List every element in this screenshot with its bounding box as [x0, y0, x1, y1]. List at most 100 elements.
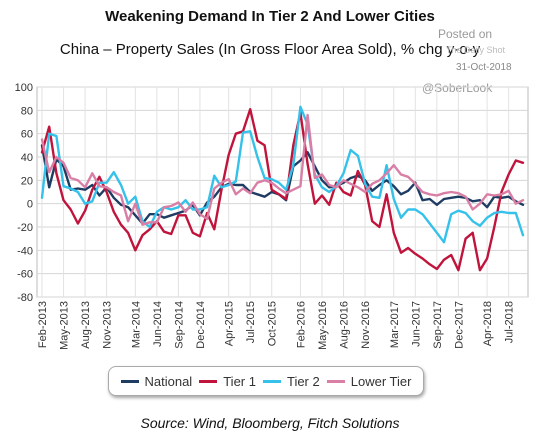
data-point-tier-1 [256, 140, 258, 142]
chart-title: Weakening Demand In Tier 2 And Lower Cit… [105, 8, 435, 25]
data-point-national [472, 200, 474, 202]
data-point-tier-1 [192, 232, 194, 234]
x-tick-label: Jul-2018 [504, 301, 516, 343]
data-point-lower-tier [393, 164, 395, 166]
data-point-lower-tier [465, 196, 467, 198]
data-point-tier-2 [350, 149, 352, 151]
data-point-tier-2 [177, 206, 179, 208]
data-point-tier-2 [120, 184, 122, 186]
data-point-national [213, 196, 215, 198]
data-point-lower-tier [70, 177, 72, 179]
chart-subtitle: China – Property Sales (In Gross Floor A… [59, 41, 481, 58]
data-point-lower-tier [163, 206, 165, 208]
data-point-tier-1 [213, 228, 215, 230]
legend-swatch [120, 379, 139, 383]
data-point-lower-tier [450, 191, 452, 193]
data-point-lower-tier [350, 183, 352, 185]
data-point-tier-2 [84, 203, 86, 205]
data-point-tier-1 [342, 191, 345, 193]
data-point-tier-1 [350, 194, 352, 197]
data-point-lower-tier [364, 191, 366, 193]
data-point-tier-2 [508, 212, 510, 214]
data-point-tier-2 [62, 185, 65, 187]
data-point-tier-2 [48, 133, 50, 135]
y-tick-label: 20 [21, 175, 33, 187]
data-point-tier-2 [457, 210, 459, 212]
x-tick-label: Oct-2015 [267, 301, 279, 346]
data-point-tier-1 [264, 144, 266, 146]
data-point-tier-2 [407, 208, 409, 211]
data-point-tier-1 [141, 234, 144, 236]
data-point-national [91, 184, 93, 186]
data-point-tier-2 [386, 164, 388, 166]
data-point-national [429, 198, 431, 200]
x-tick-label: May-2013 [59, 301, 71, 350]
data-point-national [235, 184, 237, 186]
x-tick-label: Jun-2017 [410, 301, 422, 347]
data-point-national [242, 184, 244, 186]
data-point-tier-2 [134, 196, 136, 198]
data-point-tier-1 [177, 214, 179, 216]
data-point-lower-tier [149, 221, 151, 223]
data-point-tier-1 [472, 232, 474, 234]
legend-label: Tier 1 [223, 373, 256, 389]
data-point-tier-2 [364, 183, 366, 185]
y-tick-label: 0 [27, 199, 33, 211]
data-point-tier-2 [91, 200, 93, 202]
data-point-lower-tier [84, 186, 86, 188]
data-point-national [421, 199, 424, 201]
data-point-national [371, 190, 373, 192]
x-tick-label: Aug-2013 [80, 301, 92, 349]
data-point-tier-2 [41, 197, 43, 199]
data-point-tier-2 [479, 225, 481, 227]
data-point-tier-2 [127, 203, 129, 205]
data-point-tier-2 [98, 182, 100, 184]
series-tier-2 [40, 105, 525, 244]
data-point-tier-1 [77, 222, 79, 225]
data-point-lower-tier [493, 194, 495, 197]
data-point-tier-1 [134, 249, 136, 251]
data-point-lower-tier [321, 173, 323, 176]
y-tick-label: -40 [17, 245, 33, 257]
data-point-tier-1 [493, 226, 495, 228]
data-point-lower-tier [472, 208, 474, 211]
data-point-tier-2 [436, 232, 438, 234]
data-point-tier-1 [486, 257, 488, 260]
data-point-lower-tier [386, 172, 388, 174]
data-point-tier-1 [84, 210, 86, 212]
data-point-tier-1 [457, 269, 459, 271]
data-point-lower-tier [220, 182, 223, 184]
watermark-posted: Posted on [438, 27, 493, 41]
data-point-tier-1 [249, 108, 251, 110]
data-point-lower-tier [357, 186, 359, 188]
data-point-lower-tier [120, 194, 122, 197]
data-point-tier-1 [421, 257, 424, 260]
data-point-tier-1 [199, 235, 201, 237]
data-point-national [177, 212, 179, 214]
y-tick-label: -20 [17, 222, 33, 234]
data-point-tier-2 [378, 197, 380, 199]
data-point-tier-1 [228, 154, 230, 156]
x-tick-label: Mar-2014 [130, 301, 142, 348]
data-point-tier-2 [328, 191, 330, 193]
data-point-tier-1 [522, 162, 524, 164]
data-point-tier-2 [299, 106, 301, 108]
data-point-lower-tier [414, 183, 416, 185]
series-line-lower-tier [40, 113, 525, 226]
series-line-tier-1 [40, 108, 525, 272]
data-point-national [84, 189, 86, 191]
data-point-lower-tier [242, 187, 244, 190]
data-point-tier-2 [149, 226, 151, 228]
data-point-lower-tier [48, 171, 50, 173]
x-tick-label: Dec-2014 [195, 301, 207, 349]
data-point-tier-2 [472, 220, 474, 222]
y-tick-label: -60 [17, 269, 33, 281]
data-point-lower-tier [314, 177, 316, 179]
data-point-lower-tier [127, 220, 129, 222]
data-point-tier-1 [62, 199, 65, 201]
data-point-tier-1 [41, 151, 43, 153]
data-point-tier-2 [515, 212, 517, 214]
data-point-lower-tier [299, 185, 301, 187]
data-point-lower-tier [91, 172, 93, 174]
data-point-tier-2 [192, 208, 194, 211]
